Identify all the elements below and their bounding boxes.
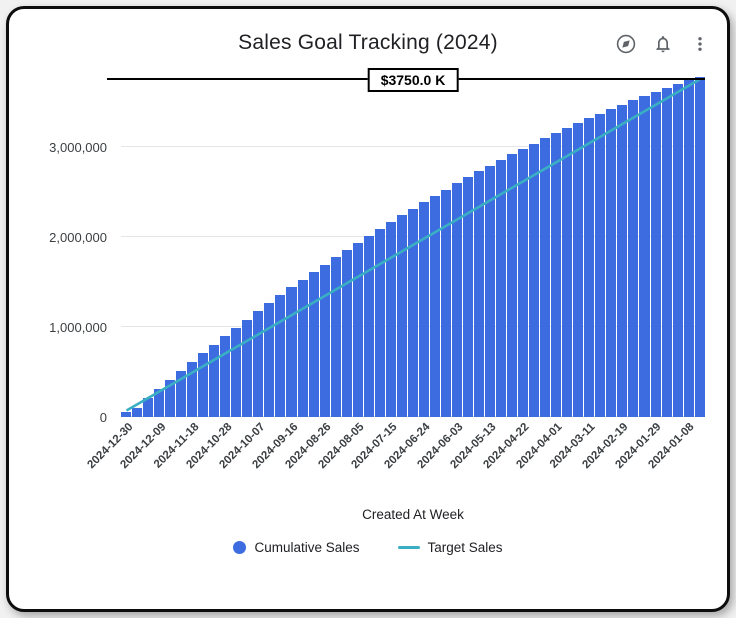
bars-container xyxy=(121,69,705,417)
legend: Cumulative Sales Target Sales xyxy=(9,540,727,555)
bar-cumulative-sales[interactable] xyxy=(617,104,628,417)
bar-cumulative-sales[interactable] xyxy=(396,215,407,417)
bar-cumulative-sales[interactable] xyxy=(176,370,187,417)
y-tick-label: 1,000,000 xyxy=(49,320,107,335)
bar-cumulative-sales[interactable] xyxy=(606,109,617,417)
bar-cumulative-sales[interactable] xyxy=(220,336,231,417)
bar-cumulative-sales[interactable] xyxy=(385,221,396,417)
bar-cumulative-sales[interactable] xyxy=(242,319,253,417)
bar-cumulative-sales[interactable] xyxy=(694,76,705,417)
notifications-icon[interactable] xyxy=(652,33,674,55)
bar-cumulative-sales[interactable] xyxy=(341,249,352,417)
bar-cumulative-sales[interactable] xyxy=(595,113,606,417)
bar-cumulative-sales[interactable] xyxy=(253,311,264,417)
legend-line-marker xyxy=(397,545,420,550)
bar-cumulative-sales[interactable] xyxy=(154,389,165,417)
bar-cumulative-sales[interactable] xyxy=(628,100,639,417)
bar-cumulative-sales[interactable] xyxy=(308,272,319,417)
bar-cumulative-sales[interactable] xyxy=(297,279,308,417)
bar-cumulative-sales[interactable] xyxy=(352,242,363,417)
bar-cumulative-sales[interactable] xyxy=(231,327,242,417)
header-icons xyxy=(615,33,711,55)
bar-cumulative-sales[interactable] xyxy=(407,208,418,417)
plot-area: $3750.0 K xyxy=(107,67,705,417)
bar-cumulative-sales[interactable] xyxy=(132,407,143,417)
bar-cumulative-sales[interactable] xyxy=(551,133,562,417)
bar-cumulative-sales[interactable] xyxy=(121,412,132,417)
bar-cumulative-sales[interactable] xyxy=(683,80,694,417)
bar-cumulative-sales[interactable] xyxy=(264,303,275,417)
bar-cumulative-sales[interactable] xyxy=(451,183,462,417)
bar-cumulative-sales[interactable] xyxy=(540,138,551,417)
chart-header: Sales Goal Tracking (2024) xyxy=(9,9,727,55)
y-axis: 0 1,000,000 2,000,000 3,000,000 xyxy=(9,69,121,425)
bar-cumulative-sales[interactable] xyxy=(275,295,286,417)
bar-cumulative-sales[interactable] xyxy=(319,264,330,417)
x-axis-title: Created At Week xyxy=(362,507,464,522)
bar-cumulative-sales[interactable] xyxy=(496,159,507,417)
bar-cumulative-sales[interactable] xyxy=(474,171,485,417)
bar-cumulative-sales[interactable] xyxy=(143,398,154,417)
bar-cumulative-sales[interactable] xyxy=(584,118,595,417)
legend-label: Cumulative Sales xyxy=(254,540,360,555)
legend-item-cumulative-sales: Cumulative Sales xyxy=(233,540,360,555)
legend-circle-marker xyxy=(233,541,247,554)
bar-cumulative-sales[interactable] xyxy=(286,287,297,417)
legend-item-target-sales: Target Sales xyxy=(397,540,503,555)
bar-cumulative-sales[interactable] xyxy=(429,195,440,417)
reference-line-label: $3750.0 K xyxy=(367,67,459,92)
legend-label: Target Sales xyxy=(427,540,503,555)
bar-cumulative-sales[interactable] xyxy=(187,362,198,417)
bar-cumulative-sales[interactable] xyxy=(209,344,220,417)
x-axis-labels: 2024-12-30 2024-12-09 2024-11-18 2024-10-28… xyxy=(85,417,705,505)
chart-title: Sales Goal Tracking (2024) xyxy=(238,31,498,54)
bar-cumulative-sales[interactable] xyxy=(374,228,385,417)
chart-card: Sales Goal Tracking (2024) xyxy=(6,6,730,612)
y-tick-label: 3,000,000 xyxy=(49,140,107,155)
bar-cumulative-sales[interactable] xyxy=(661,88,672,417)
explore-compass-icon[interactable] xyxy=(615,33,637,55)
bar-cumulative-sales[interactable] xyxy=(198,353,209,417)
bar-cumulative-sales[interactable] xyxy=(507,154,518,417)
bar-cumulative-sales[interactable] xyxy=(518,148,529,417)
bar-cumulative-sales[interactable] xyxy=(165,379,176,417)
bar-cumulative-sales[interactable] xyxy=(529,143,540,417)
chart-area: 0 1,000,000 2,000,000 3,000,000 $3750.0 K xyxy=(9,67,727,425)
bar-cumulative-sales[interactable] xyxy=(639,96,650,417)
y-tick-label: 2,000,000 xyxy=(49,230,107,245)
y-tick-label: 0 xyxy=(99,410,107,425)
bar-cumulative-sales[interactable] xyxy=(363,235,374,417)
bar-cumulative-sales[interactable] xyxy=(573,123,584,417)
bar-cumulative-sales[interactable] xyxy=(462,177,473,417)
bar-cumulative-sales[interactable] xyxy=(485,165,496,417)
bar-cumulative-sales[interactable] xyxy=(418,202,429,417)
bar-cumulative-sales[interactable] xyxy=(562,128,573,417)
more-options-icon[interactable] xyxy=(689,33,711,55)
bar-cumulative-sales[interactable] xyxy=(440,189,451,417)
bar-cumulative-sales[interactable] xyxy=(672,84,683,417)
bar-cumulative-sales[interactable] xyxy=(650,92,661,417)
bar-cumulative-sales[interactable] xyxy=(330,257,341,417)
